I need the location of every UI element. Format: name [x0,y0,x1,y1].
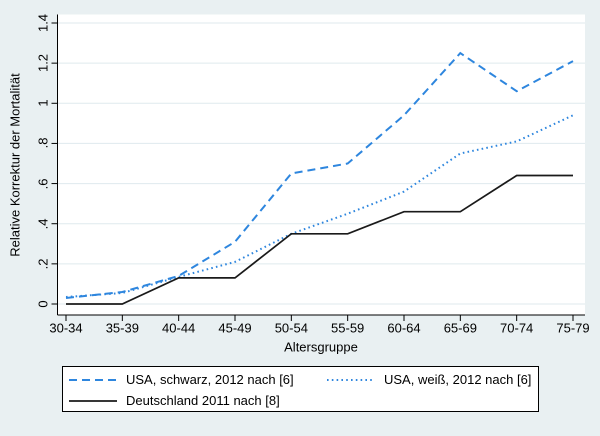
x-tick-label: 55-59 [331,320,365,336]
dashed-line-swatch [69,378,117,381]
series-line-deutschland-2011 [66,174,573,305]
x-tick-label: 45-49 [218,320,252,336]
x-tick-label: 35-39 [105,320,139,336]
y-tick-label: 0 [35,300,51,308]
y-tick-label: 1 [35,99,51,107]
legend-entry-usa-schwarz: USA, schwarz, 2012 nach [6] [69,372,327,387]
legend: USA, schwarz, 2012 nach [6] USA, weiß, 2… [62,366,539,412]
solid-line-swatch [69,399,117,402]
plot-area [57,14,585,315]
legend-label: USA, weiß, 2012 nach [6] [384,372,532,387]
y-tick-label: .4 [35,218,51,230]
x-tick-label: 50-54 [274,320,308,336]
x-tick-label: 30-34 [49,320,83,336]
dotted-line-swatch [327,378,375,381]
x-tick-label: 60-64 [387,320,421,336]
legend-entry-usa-weiss: USA, weiß, 2012 nach [6] [327,372,534,387]
legend-entry-deutschland: Deutschland 2011 nach [8] [69,393,327,408]
y-tick-label: 1.2 [35,54,51,73]
y-axis-title: Relative Korrektur der Mortalität [7,73,23,257]
y-tick-label: .2 [35,258,51,270]
legend-label: USA, schwarz, 2012 nach [6] [126,372,294,387]
x-tick-label: 40-44 [162,320,196,336]
series-line-usa-schwarz-2012 [65,51,574,299]
y-tick-label: .6 [35,178,51,189]
x-tick-label: 65-69 [443,320,477,336]
y-tick-label: 1.4 [35,13,51,33]
x-tick-label: 70-74 [500,320,534,336]
y-tick-label: .8 [35,138,51,149]
legend-label: Deutschland 2011 nach [8] [126,393,280,408]
x-tick-label: 75-79 [556,320,590,336]
x-axis-title: Altersgruppe [284,339,358,355]
